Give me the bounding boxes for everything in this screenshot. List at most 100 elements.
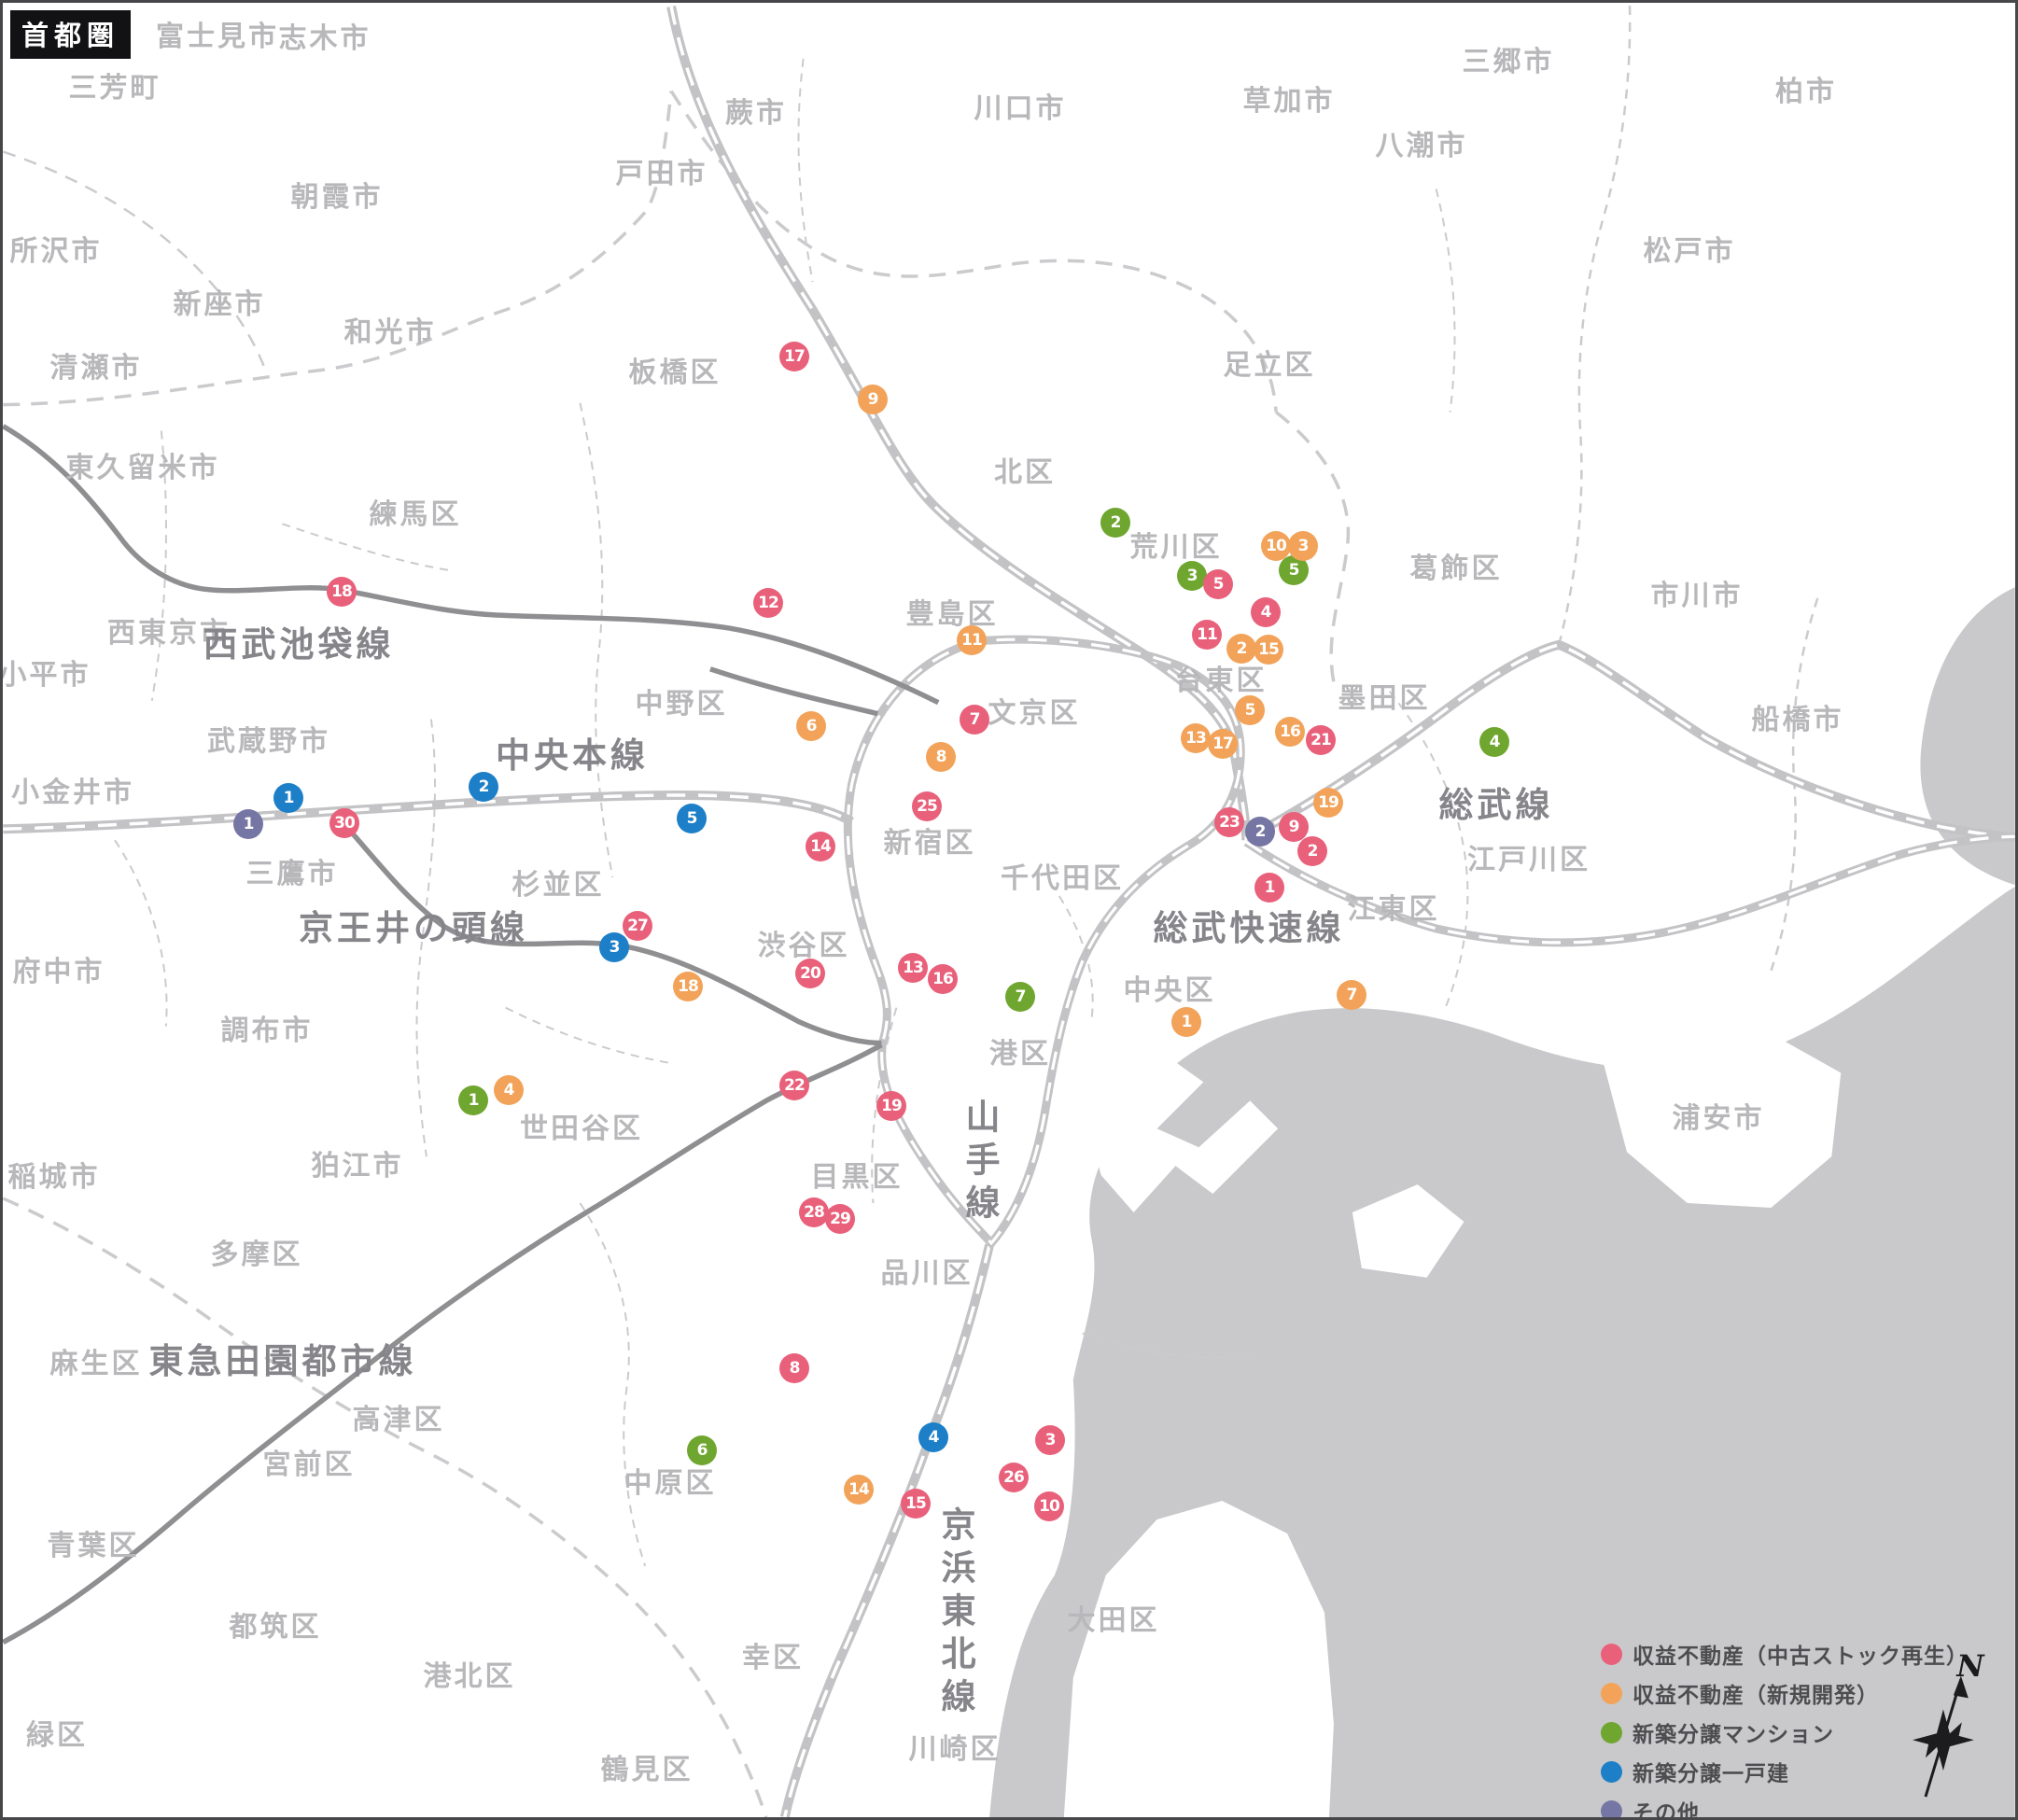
region-label-幸区: 幸区 <box>742 1642 804 1674</box>
legend-item-blue: 新築分譲一戸建 <box>1601 1756 1969 1787</box>
region-label-浦安市: 浦安市 <box>1672 1102 1765 1135</box>
region-label-多摩区: 多摩区 <box>210 1239 303 1271</box>
region-label-宮前区: 宮前区 <box>262 1449 356 1481</box>
railway-yamanote-line <box>843 635 1245 1250</box>
map-marker-green-7: 7 <box>1005 982 1035 1012</box>
legend-dot-purple-icon <box>1601 1799 1622 1817</box>
region-label-朝霞市: 朝霞市 <box>290 181 384 214</box>
region-label-船橋市: 船橋市 <box>1751 704 1844 736</box>
legend-label-orange: 収益不動産（新規開発） <box>1633 1684 1879 1708</box>
region-label-杉並区: 杉並区 <box>512 869 605 902</box>
map-marker-orange-2: 2 <box>1226 634 1256 664</box>
region-label-墨田区: 墨田区 <box>1338 682 1431 715</box>
region-label-中野区: 中野区 <box>635 688 728 721</box>
region-label-川崎区: 川崎区 <box>908 1733 1002 1766</box>
legend-item-purple: その他 <box>1601 1795 1969 1820</box>
map-marker-orange-16: 16 <box>1275 717 1305 747</box>
legend-label-purple: その他 <box>1633 1801 1700 1820</box>
map-marker-orange-10: 10 <box>1261 531 1291 561</box>
map-marker-orange-13: 13 <box>1181 723 1211 753</box>
legend-dot-orange-icon <box>1601 1682 1622 1704</box>
region-label-草加市: 草加市 <box>1242 85 1336 118</box>
region-label-武蔵野市: 武蔵野市 <box>207 725 330 758</box>
map-marker-pink-25: 25 <box>912 791 942 821</box>
railway-chuo-main-line <box>3 791 854 834</box>
map-marker-orange-7: 7 <box>1337 980 1366 1010</box>
region-label-川口市: 川口市 <box>974 92 1067 125</box>
map-marker-orange-6: 6 <box>796 711 826 741</box>
compass-north-label: N <box>1956 1648 1984 1684</box>
region-label-鶴見区: 鶴見区 <box>600 1754 694 1786</box>
rail-label-山手線: 山手線 <box>960 1099 1000 1227</box>
region-label-千代田区: 千代田区 <box>1001 862 1124 895</box>
region-label-市川市: 市川市 <box>1650 580 1744 612</box>
map-marker-orange-3: 3 <box>1288 531 1318 561</box>
map-marker-orange-8: 8 <box>926 742 956 772</box>
region-label-高津区: 高津区 <box>352 1404 445 1436</box>
map-marker-blue-2: 2 <box>469 772 498 802</box>
compass-rose <box>1913 1675 1974 1798</box>
map-marker-pink-19: 19 <box>876 1091 906 1121</box>
map-marker-pink-2: 2 <box>1297 836 1327 866</box>
region-label-柏市: 柏市 <box>1775 76 1837 108</box>
map-marker-orange-14: 14 <box>844 1475 874 1505</box>
map-title: 首都圏 <box>10 10 132 59</box>
region-label-青葉区: 青葉区 <box>47 1530 140 1562</box>
map-marker-pink-5: 5 <box>1203 569 1233 599</box>
region-label-西東京市: 西東京市 <box>107 617 231 650</box>
region-label-練馬区: 練馬区 <box>369 498 462 531</box>
map-marker-pink-9: 9 <box>1279 812 1309 842</box>
region-label-板橋区: 板橋区 <box>628 357 722 389</box>
rail-label-京浜東北線: 京浜東北線 <box>935 1506 975 1721</box>
region-label-所沢市: 所沢市 <box>9 235 103 268</box>
region-label-都筑区: 都筑区 <box>229 1611 322 1644</box>
map-marker-orange-19: 19 <box>1313 788 1343 818</box>
legend-label-pink: 収益不動産（中古ストック再生） <box>1633 1645 1969 1669</box>
region-label-江東区: 江東区 <box>1347 893 1440 926</box>
map-base-layer <box>3 3 2015 1817</box>
region-label-緑区: 緑区 <box>26 1719 88 1752</box>
rail-label-中央本線: 中央本線 <box>496 735 649 776</box>
map-marker-pink-16: 16 <box>928 964 958 994</box>
map-marker-pink-28: 28 <box>799 1197 829 1227</box>
region-label-目黒区: 目黒区 <box>810 1161 904 1194</box>
railway-sobu-rapid-line <box>1243 832 2015 947</box>
region-label-松戸市: 松戸市 <box>1643 235 1736 268</box>
map-marker-pink-26: 26 <box>999 1463 1029 1492</box>
map-marker-pink-12: 12 <box>753 588 783 618</box>
region-label-北区: 北区 <box>994 456 1056 489</box>
rail-label-総武快速線: 総武快速線 <box>1153 908 1345 948</box>
region-label-狛江市: 狛江市 <box>311 1150 404 1183</box>
map-marker-green-4: 4 <box>1479 727 1509 757</box>
region-label-足立区: 足立区 <box>1223 349 1316 382</box>
map-marker-pink-22: 22 <box>779 1071 809 1100</box>
map-marker-orange-18: 18 <box>673 972 703 1001</box>
region-label-志木市: 志木市 <box>278 22 371 55</box>
region-label-清瀬市: 清瀬市 <box>49 352 143 385</box>
legend-item-orange: 収益不動産（新規開発） <box>1601 1677 1969 1709</box>
legend-label-blue: 新築分譲一戸建 <box>1633 1762 1789 1786</box>
region-label-府中市: 府中市 <box>12 956 105 988</box>
region-label-東久留米市: 東久留米市 <box>65 452 220 484</box>
map-marker-orange-17: 17 <box>1208 729 1238 759</box>
map-marker-orange-11: 11 <box>957 625 987 655</box>
map-marker-pink-14: 14 <box>806 832 835 861</box>
map-marker-pink-27: 27 <box>623 911 652 941</box>
region-label-葛飾区: 葛飾区 <box>1409 553 1503 585</box>
map-marker-pink-7: 7 <box>960 705 989 735</box>
region-label-豊島区: 豊島区 <box>905 598 999 631</box>
railway-branch-line <box>709 666 879 717</box>
region-label-和光市: 和光市 <box>343 316 437 349</box>
region-label-江戸川区: 江戸川区 <box>1467 844 1591 876</box>
map-marker-pink-20: 20 <box>795 959 825 988</box>
rail-label-東急田園都市線: 東急田園都市線 <box>148 1341 417 1381</box>
region-label-小平市: 小平市 <box>0 659 91 692</box>
map-marker-orange-1: 1 <box>1171 1007 1201 1037</box>
legend-dot-green-icon <box>1601 1721 1622 1743</box>
map-marker-orange-5: 5 <box>1235 695 1265 725</box>
map-marker-pink-17: 17 <box>779 342 809 371</box>
tokyo-bay-water <box>989 587 2015 1817</box>
region-label-蕨市: 蕨市 <box>725 97 787 130</box>
rail-label-京王井の頭線: 京王井の頭線 <box>299 908 528 948</box>
